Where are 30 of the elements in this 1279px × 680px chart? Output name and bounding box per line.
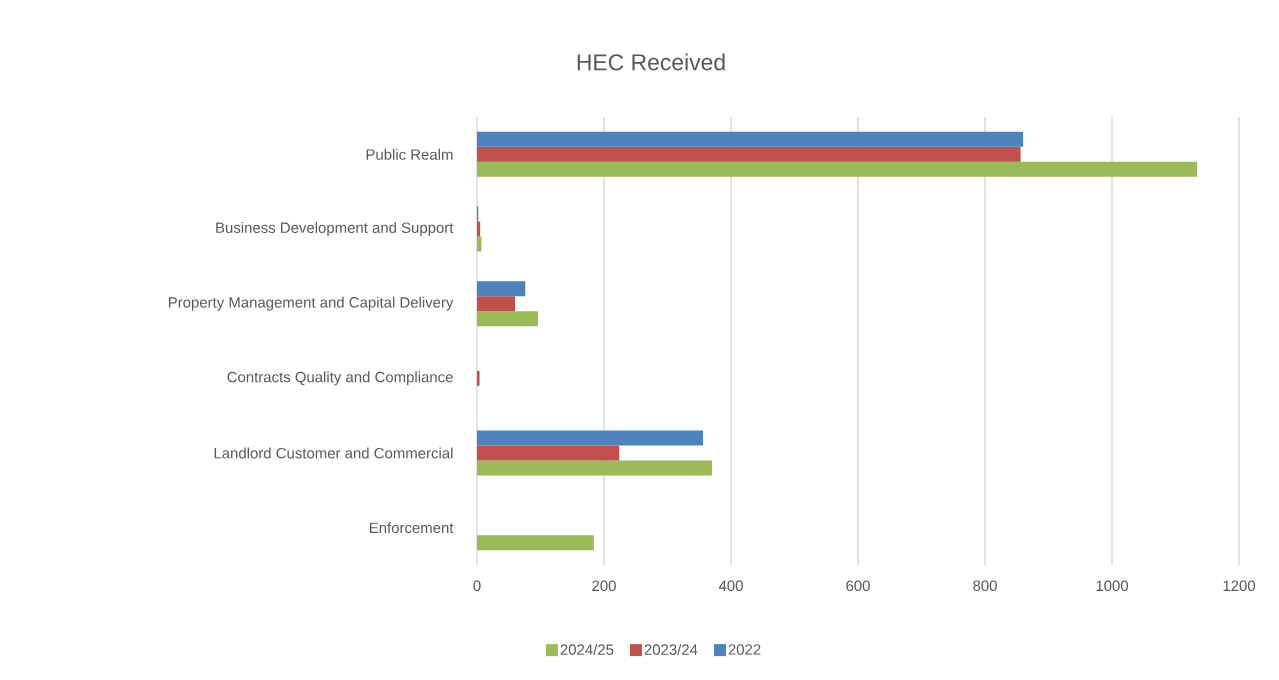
x-tick-label: 800 (973, 580, 997, 592)
bar (477, 236, 482, 252)
y-tick-label: Business Development and Support (216, 222, 454, 236)
x-tick-label: 1200 (1223, 580, 1256, 592)
x-tick-label: 0 (473, 580, 481, 592)
bar (477, 221, 481, 237)
bar (477, 370, 480, 386)
y-tick-label: Public Realm (366, 148, 453, 160)
y-tick-label: Contracts Quality and Compliance (227, 371, 453, 386)
bar (477, 430, 704, 446)
legend-label: 2023/24 (644, 643, 698, 655)
bar (477, 161, 1198, 177)
y-tick-label: Landlord Customer and Commercial (214, 447, 453, 459)
bar (477, 311, 538, 327)
bar (477, 445, 620, 461)
bar (477, 460, 712, 476)
bar (477, 146, 1021, 162)
x-tick-label: 600 (846, 580, 870, 592)
chart-title: HEC Received (577, 53, 725, 71)
x-tick-label: 400 (718, 580, 743, 592)
legend-label: 2024/25 (560, 643, 614, 655)
x-tick-label: 200 (592, 580, 616, 592)
y-tick-label: Property Management and Capital Delivery (168, 296, 454, 311)
bar (477, 131, 1024, 147)
x-tick-label: 1000 (1096, 580, 1129, 592)
y-tick-label: Enforcement (369, 522, 454, 534)
bar (477, 535, 594, 551)
bar (477, 296, 516, 312)
bar (477, 281, 526, 297)
legend-label: 2022 (728, 644, 761, 655)
